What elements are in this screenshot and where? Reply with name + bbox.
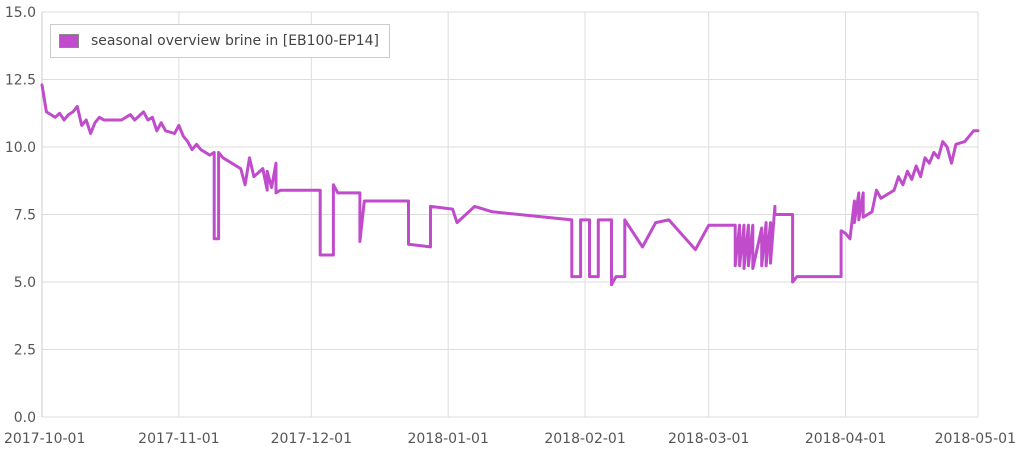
- legend-label: seasonal overview brine in [EB100-EP14]: [91, 33, 379, 49]
- x-tick-label: 2018-01-01: [408, 431, 489, 447]
- y-tick-label: 0.0: [14, 410, 36, 426]
- grid-lines: [41, 11, 979, 418]
- y-tick-label: 15.0: [5, 5, 36, 21]
- y-tick-label: 10.0: [5, 140, 36, 156]
- y-tick-label: 5.0: [14, 275, 36, 291]
- series-line: [40, 83, 980, 287]
- x-tick-label: 2017-10-01: [4, 431, 85, 447]
- x-tick-label: 2018-04-01: [805, 431, 886, 447]
- y-tick-label: 12.5: [5, 73, 36, 89]
- y-tick-label: 2.5: [14, 343, 36, 359]
- legend: seasonal overview brine in [EB100-EP14]: [50, 24, 390, 58]
- x-tick-label: 2017-11-01: [138, 431, 219, 447]
- y-axis: 0.0 2.5 5.0 7.5 10.0 12.5 15.0: [5, 5, 36, 426]
- x-tick-label: 2018-05-01: [935, 431, 1016, 447]
- x-tick-label: 2017-12-01: [271, 431, 352, 447]
- x-axis: 2017-10-01 2017-11-01 2017-12-01 2018-01-01…: [4, 431, 1016, 447]
- x-tick-label: 2018-02-01: [544, 431, 625, 447]
- y-tick-label: 7.5: [14, 208, 36, 224]
- legend-swatch: [59, 34, 79, 48]
- x-tick-label: 2018-03-01: [668, 431, 749, 447]
